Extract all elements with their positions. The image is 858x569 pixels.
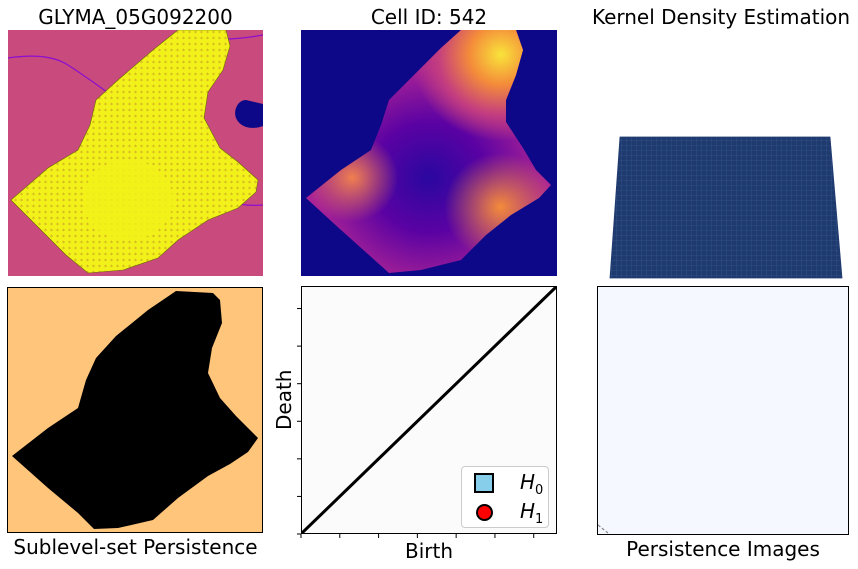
x-axis-label: Birth [404,539,454,563]
sublevel-set-image [12,291,258,529]
persistence-image-panel [597,286,849,535]
axis-ticks [297,308,535,538]
legend-entry-h0: H0 [474,470,546,498]
legend-h1-subscript: 1 [535,512,544,527]
square-marker-icon [474,473,494,493]
legend: H0 H1 [461,466,549,528]
circle-marker-icon [476,504,493,521]
persistence-diagram-plot [302,287,556,533]
neighbor-cell [235,100,263,128]
kde-surface-panel [596,30,846,280]
persistence-image [598,524,609,534]
transcript-map-panel: * [8,30,263,276]
cell-id-title: Cell ID: 542 [370,5,488,29]
legend-h0-label: H [520,470,536,494]
transcript-points [11,30,258,273]
transcript-map: * [8,30,263,276]
y-axis-label: Death [272,369,296,430]
kde-surface [609,136,843,279]
persistence-images-title: Persistence Images [626,537,820,561]
cell-heatmap [301,30,557,276]
sublevel-set-panel [7,287,263,533]
kde-title: Kernel Density Estimation [591,5,851,29]
legend-h0-subscript: 0 [535,483,544,498]
legend-entry-h1: H1 [474,499,546,527]
gene-title: GLYMA_05G092200 [38,5,233,29]
legend-h1-label: H [520,499,536,523]
cell-heatmap-panel [301,30,557,276]
sublevel-title: Sublevel-set Persistence [13,535,258,559]
diagonal-line [302,287,556,533]
